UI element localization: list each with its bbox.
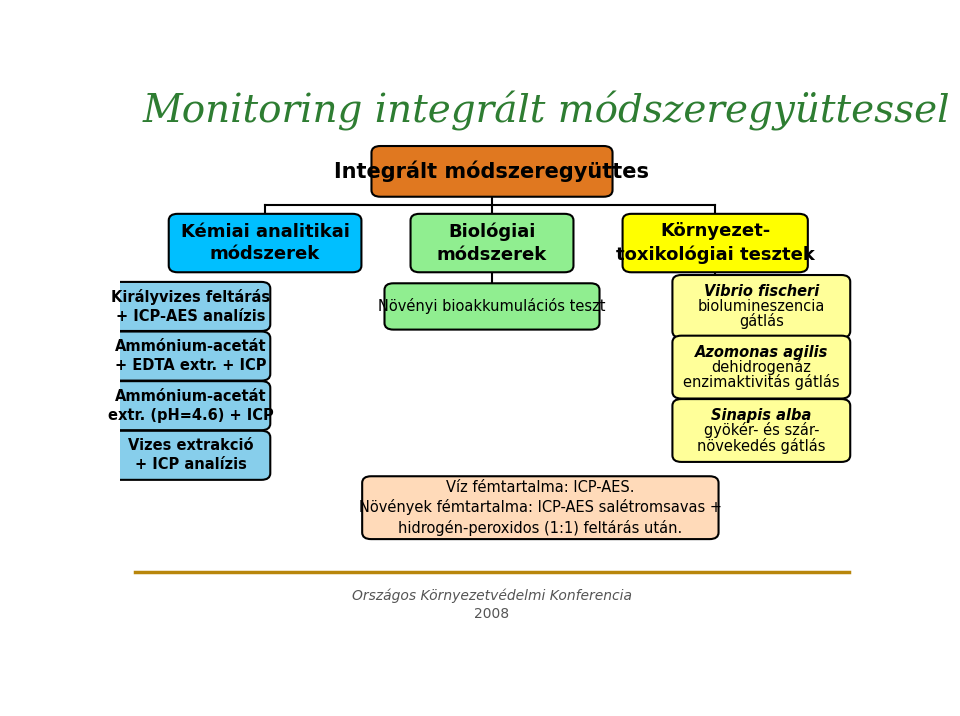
Text: 2008: 2008 [474,607,510,621]
FancyBboxPatch shape [111,381,271,430]
FancyBboxPatch shape [111,332,271,381]
Text: növekedés gátlás: növekedés gátlás [697,437,826,453]
FancyBboxPatch shape [111,282,271,331]
FancyBboxPatch shape [372,146,612,197]
FancyBboxPatch shape [672,336,851,399]
Text: biolumineszencia: biolumineszencia [698,299,825,314]
Text: enzimaktivitás gátlás: enzimaktivitás gátlás [683,374,840,390]
Text: Sinapis alba: Sinapis alba [711,408,811,423]
FancyBboxPatch shape [672,275,851,338]
Text: Ammónium-acetát
+ EDTA extr. + ICP: Ammónium-acetát + EDTA extr. + ICP [115,339,267,373]
Text: Vibrio fischeri: Vibrio fischeri [704,284,819,299]
Text: Ammónium-acetát
extr. (pH=4.6) + ICP: Ammónium-acetát extr. (pH=4.6) + ICP [108,389,274,422]
Text: Monitoring integrált módszeregyüttessel: Monitoring integrált módszeregyüttessel [142,91,949,131]
FancyBboxPatch shape [169,214,361,272]
FancyBboxPatch shape [385,284,599,329]
Text: Királyvizes feltárás
+ ICP-AES analízis: Királyvizes feltárás + ICP-AES analízis [111,289,271,324]
Text: Növényi bioakkumulációs teszt: Növényi bioakkumulációs teszt [378,299,606,314]
Text: dehidrogenáz: dehidrogenáz [711,359,811,375]
FancyBboxPatch shape [362,476,718,539]
Text: Integrált módszeregyüttes: Integrált módszeregyüttes [334,160,650,182]
FancyBboxPatch shape [672,399,851,462]
FancyBboxPatch shape [411,214,573,272]
Text: Kémiai analitikai
módszerek: Kémiai analitikai módszerek [180,223,349,263]
Text: Azomonas agilis: Azomonas agilis [695,344,828,359]
Text: Környezet-
toxikológiai tesztek: Környezet- toxikológiai tesztek [615,222,815,263]
Text: Biológiai
módszerek: Biológiai módszerek [437,223,547,263]
Text: Vizes extrakció
+ ICP analízis: Vizes extrakció + ICP analízis [128,438,253,473]
Text: Víz fémtartalma: ICP-AES.
Növények fémtartalma: ICP-AES salétromsavas +
hidrogén: Víz fémtartalma: ICP-AES. Növények fémta… [359,480,722,536]
FancyBboxPatch shape [111,431,271,480]
Text: Országos Környezetvédelmi Konferencia: Országos Környezetvédelmi Konferencia [352,589,632,603]
FancyBboxPatch shape [623,214,807,272]
Text: gátlás: gátlás [739,314,783,329]
Text: gyökér- és szár-: gyökér- és szár- [704,422,819,438]
